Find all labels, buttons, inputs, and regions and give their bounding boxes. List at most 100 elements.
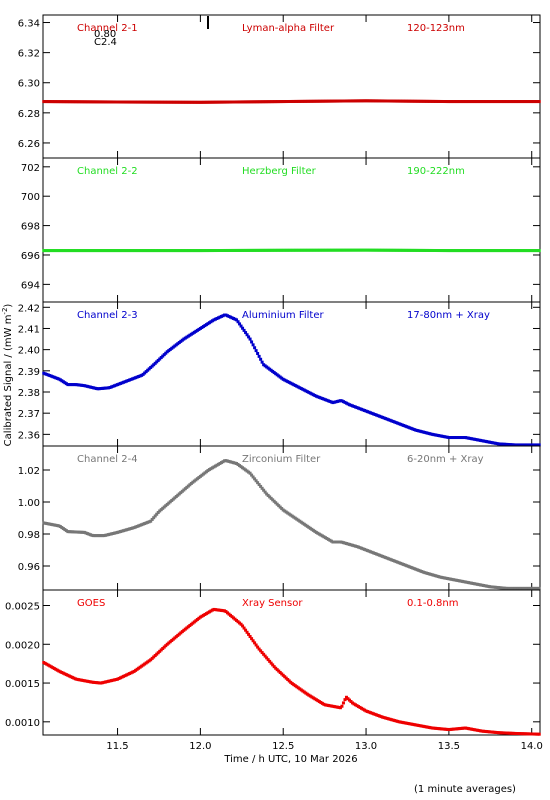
- data-point: [274, 501, 278, 505]
- data-point: [472, 249, 476, 253]
- data-point: [512, 443, 516, 447]
- data-point: [198, 474, 202, 478]
- data-point: [96, 387, 100, 391]
- data-point: [137, 666, 141, 670]
- data-point: [408, 722, 412, 726]
- data-point: [97, 681, 101, 685]
- data-point: [263, 364, 267, 368]
- data-point: [432, 573, 436, 577]
- data-point: [495, 100, 499, 104]
- data-point: [182, 628, 186, 632]
- data-point: [244, 468, 248, 472]
- data-point: [387, 557, 391, 561]
- data-point: [91, 100, 95, 104]
- data-point: [412, 723, 416, 727]
- data-point: [488, 440, 492, 444]
- data-point: [474, 438, 478, 442]
- data-point: [58, 100, 62, 104]
- data-point: [394, 99, 398, 103]
- data-point: [192, 330, 196, 334]
- data-point: [369, 248, 373, 252]
- data-point: [218, 461, 222, 465]
- data-point: [439, 249, 443, 253]
- data-point: [447, 436, 451, 440]
- data-point: [436, 575, 440, 579]
- data-point: [235, 618, 239, 622]
- data-point: [465, 580, 469, 584]
- data-point: [262, 100, 266, 104]
- data-point: [161, 249, 165, 253]
- data-point: [123, 249, 127, 253]
- data-point: [128, 100, 132, 104]
- data-point: [161, 354, 165, 358]
- data-point: [442, 249, 446, 253]
- data-point: [108, 249, 112, 253]
- data-point: [432, 433, 436, 437]
- data-point: [120, 529, 124, 533]
- data-point: [372, 412, 376, 416]
- data-point: [215, 316, 219, 320]
- data-point: [305, 692, 309, 696]
- data-point: [331, 99, 335, 103]
- data-point: [379, 248, 383, 252]
- data-point: [406, 248, 410, 252]
- data-point: [435, 99, 439, 103]
- data-point: [183, 627, 187, 631]
- data-point: [445, 577, 449, 581]
- data-point: [156, 510, 160, 514]
- data-point: [411, 427, 415, 431]
- data-point: [489, 730, 493, 734]
- data-point: [396, 560, 400, 564]
- data-point: [466, 436, 470, 440]
- data-point: [338, 99, 342, 103]
- data-point: [278, 100, 282, 104]
- data-point: [209, 100, 213, 104]
- data-point: [100, 681, 104, 685]
- data-point: [212, 465, 216, 469]
- data-point: [477, 249, 481, 253]
- data-point: [245, 248, 249, 252]
- data-point: [75, 100, 79, 104]
- data-point: [165, 249, 169, 253]
- data-point: [519, 732, 523, 736]
- data-point: [129, 100, 133, 104]
- data-point: [212, 607, 216, 611]
- data-point: [94, 681, 98, 685]
- data-point: [405, 248, 409, 252]
- data-point: [322, 535, 326, 539]
- data-point: [331, 401, 335, 405]
- data-point: [495, 249, 499, 253]
- data-point: [70, 675, 74, 679]
- data-point: [263, 248, 267, 252]
- data-point: [116, 530, 120, 534]
- data-point: [152, 249, 156, 253]
- data-point: [503, 442, 507, 446]
- data-point: [242, 100, 246, 104]
- data-point: [411, 566, 415, 570]
- data-point: [367, 549, 371, 553]
- data-point: [248, 248, 252, 252]
- data-point: [400, 562, 404, 566]
- data-point: [110, 385, 114, 389]
- data-point: [536, 100, 540, 104]
- data-point: [488, 585, 492, 589]
- data-point: [280, 376, 284, 380]
- data-point: [328, 704, 332, 708]
- data-point: [372, 99, 376, 103]
- data-point: [84, 679, 88, 683]
- data-point: [63, 249, 67, 253]
- data-point: [474, 582, 478, 586]
- data-point: [494, 441, 498, 445]
- data-point: [63, 672, 67, 676]
- data-point: [427, 99, 431, 103]
- data-point: [412, 248, 416, 252]
- data-point: [316, 248, 320, 252]
- data-point: [221, 100, 225, 104]
- data-point: [254, 349, 258, 353]
- data-point: [369, 411, 373, 415]
- data-point: [266, 100, 270, 104]
- data-point: [54, 667, 58, 671]
- data-point: [194, 100, 198, 104]
- y-tick-label: 2.37: [18, 409, 40, 420]
